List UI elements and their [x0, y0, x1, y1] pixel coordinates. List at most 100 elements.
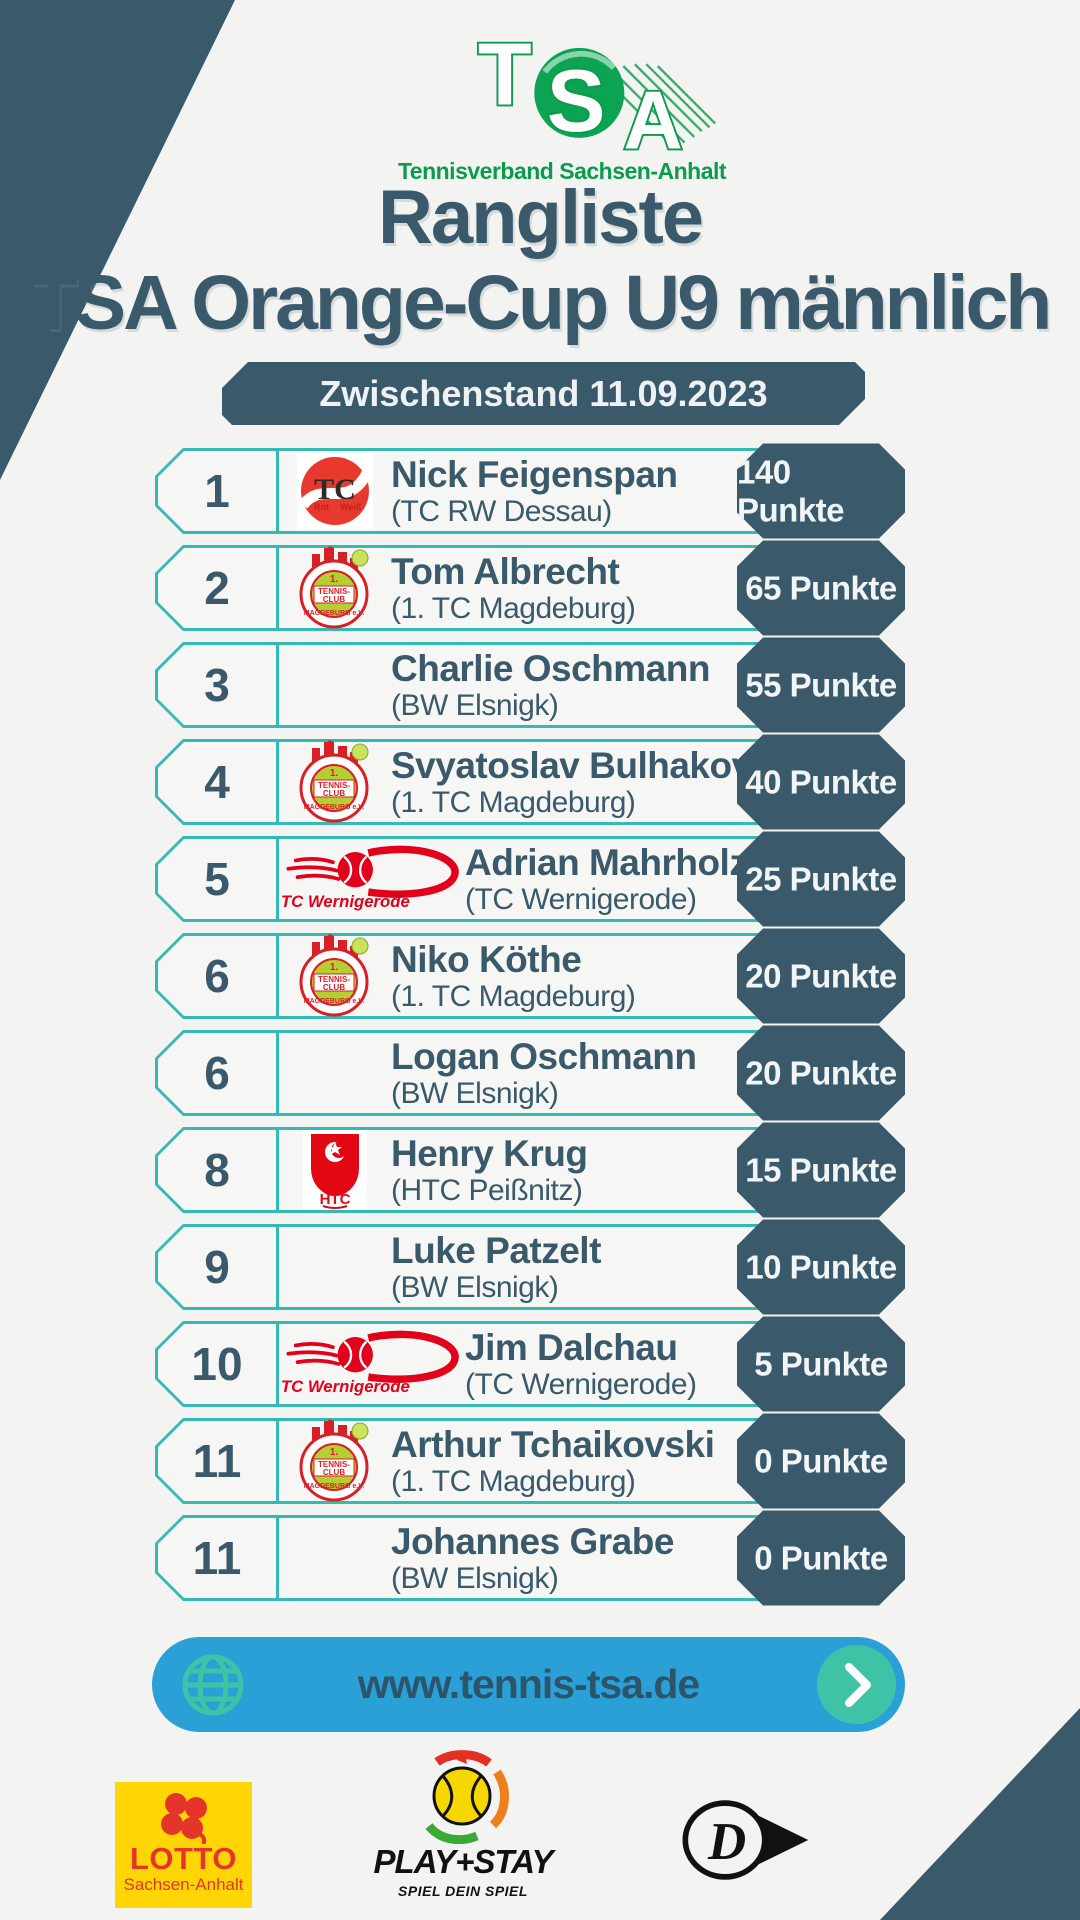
play-stay-subtitle: SPIEL DEIN SPIEL [398, 1883, 528, 1899]
svg-text:1.: 1. [330, 768, 339, 779]
rank-divider [276, 1515, 279, 1601]
points-badge: 65 Punkte [737, 541, 905, 636]
ranking-row: 1 TC Rot Weiß Nick Feigenspan (TC RW Des… [155, 448, 905, 534]
tsa-logo: T S A [399, 22, 729, 168]
chevron-right-icon[interactable] [817, 1645, 896, 1724]
svg-text:MAGDEBURG e.V.: MAGDEBURG e.V. [304, 998, 364, 1005]
svg-text:TENNIS-: TENNIS- [318, 781, 350, 790]
row-outline [155, 1515, 772, 1601]
player-name: Nick Feigenspan [391, 454, 678, 495]
player-club: (HTC Peißnitz) [391, 1174, 583, 1207]
play-stay-sponsor-logo: PLAY+STAY SPIEL DEIN SPIEL [374, 1748, 553, 1902]
ranking-row: 4 1. TENNIS- CLUB MAGDEBURG e.V. Svyatos… [155, 739, 905, 825]
points-label: 0 Punkte [754, 1442, 888, 1479]
tc-magdeburg-logo: 1. TENNIS- CLUB MAGDEBURG e.V. [279, 546, 391, 630]
player-name: Charlie Oschmann [391, 648, 710, 689]
player-club: (1. TC Magdeburg) [391, 980, 636, 1013]
website-bar[interactable]: www.tennis-tsa.de [152, 1637, 905, 1732]
lotto-region-label: Sachsen-Anhalt [123, 1875, 244, 1894]
player-name: Arthur Tchaikovski [391, 1424, 715, 1465]
points-badge: 15 Punkte [737, 1123, 905, 1218]
rank-divider [276, 448, 279, 534]
player-name: Svyatoslav Bulhakov [391, 745, 752, 786]
points-label: 10 Punkte [745, 1248, 897, 1285]
svg-text:CLUB: CLUB [323, 595, 345, 604]
row-outline [155, 1418, 772, 1504]
svg-text:S: S [547, 51, 606, 150]
player-club: (TC Wernigerode) [465, 1368, 697, 1401]
dunlop-letter: D [707, 1813, 746, 1871]
row-outline [155, 1127, 772, 1213]
points-label: 20 Punkte [745, 1054, 897, 1091]
points-label: 20 Punkte [745, 957, 897, 994]
svg-text:CLUB: CLUB [323, 789, 345, 798]
points-label: 40 Punkte [745, 763, 897, 800]
clover-icon [160, 1793, 207, 1844]
svg-text:T: T [478, 24, 532, 123]
svg-text:Weiß: Weiß [340, 502, 362, 512]
tc-magdeburg-logo: 1. TENNIS- CLUB MAGDEBURG e.V. [279, 1419, 391, 1503]
row-outline [155, 448, 772, 534]
row-outline [155, 836, 772, 922]
svg-text:MAGDEBURG e.V.: MAGDEBURG e.V. [304, 804, 364, 811]
rank-number: 9 [204, 1241, 230, 1293]
points-badge: 20 Punkte [737, 1026, 905, 1121]
row-outline [155, 1030, 772, 1116]
points-badge: 40 Punkte [737, 735, 905, 830]
rank-divider [276, 1418, 279, 1504]
points-badge: 5 Punkte [737, 1317, 905, 1412]
lotto-sponsor-logo: LOTTO Sachsen-Anhalt [115, 1782, 252, 1908]
rank-number: 6 [204, 950, 230, 1002]
svg-text:TC Wernigerode: TC Wernigerode [281, 892, 410, 911]
rank-divider [276, 933, 279, 1019]
event-title: TSA Orange-Cup U9 männlich [30, 260, 1053, 346]
rank-number: 11 [192, 1532, 242, 1584]
lotto-label: LOTTO [130, 1841, 237, 1876]
rank-number: 6 [204, 1047, 230, 1099]
player-club: (BW Elsnigk) [391, 1077, 559, 1110]
rank-divider [276, 836, 279, 922]
ranking-row: 11 1. TENNIS- CLUB MAGDEBURG e.V. Arthur… [155, 1418, 905, 1504]
svg-text:TC Wernigerode: TC Wernigerode [281, 1377, 410, 1396]
htc-peissnitz-logo: HTC [279, 1130, 391, 1210]
player-name: Niko Köthe [391, 939, 582, 980]
points-label: 25 Punkte [745, 860, 897, 897]
rank-divider [276, 1321, 279, 1407]
ranking-list: 1 TC Rot Weiß Nick Feigenspan (TC RW Des… [155, 448, 905, 1601]
row-outline [155, 739, 772, 825]
dunlop-sponsor-logo: D [668, 1788, 818, 1892]
player-name: Logan Oschmann [391, 1036, 697, 1077]
website-url[interactable]: www.tennis-tsa.de [357, 1661, 700, 1707]
rank-number: 3 [204, 659, 230, 711]
svg-text:MAGDEBURG e.V.: MAGDEBURG e.V. [304, 610, 364, 617]
player-name: Luke Patzelt [391, 1230, 601, 1271]
player-club: (BW Elsnigk) [391, 1562, 559, 1595]
row-outline [155, 933, 772, 1019]
points-badge: 55 Punkte [737, 638, 905, 733]
svg-text:HTC: HTC [320, 1191, 351, 1208]
rank-divider [276, 545, 279, 631]
svg-text:1.: 1. [330, 574, 339, 585]
play-stay-label: PLAY+STAY [373, 1843, 554, 1880]
points-badge: 0 Punkte [737, 1511, 905, 1606]
ranking-row: 11 Johannes Grabe (BW Elsnigk) 0 Punkte [155, 1515, 905, 1601]
points-label: 5 Punkte [754, 1345, 888, 1382]
player-club: (BW Elsnigk) [391, 1271, 559, 1304]
player-club: (1. TC Magdeburg) [391, 1465, 636, 1498]
row-outline [155, 1321, 772, 1407]
row-outline [155, 1224, 772, 1310]
player-club: (1. TC Magdeburg) [391, 592, 636, 625]
ranking-row: 10 TC Wernigerode Jim Dalchau (TC Wernig… [155, 1321, 905, 1407]
tc-wernigerode-logo: TC Wernigerode [279, 843, 465, 915]
ranking-row: 5 TC Wernigerode Adrian Mahrholz (TC Wer… [155, 836, 905, 922]
points-label: 15 Punkte [745, 1151, 897, 1188]
ranking-row: 6 Logan Oschmann (BW Elsnigk) 20 Punkte [155, 1030, 905, 1116]
row-outline [155, 642, 772, 728]
svg-text:TENNIS-: TENNIS- [318, 587, 350, 596]
player-club: (TC Wernigerode) [465, 883, 697, 916]
svg-text:A: A [623, 74, 682, 158]
row-outline [155, 545, 772, 631]
player-name: Jim Dalchau [465, 1327, 678, 1368]
ranking-row: 6 1. TENNIS- CLUB MAGDEBURG e.V. Niko Kö… [155, 933, 905, 1019]
